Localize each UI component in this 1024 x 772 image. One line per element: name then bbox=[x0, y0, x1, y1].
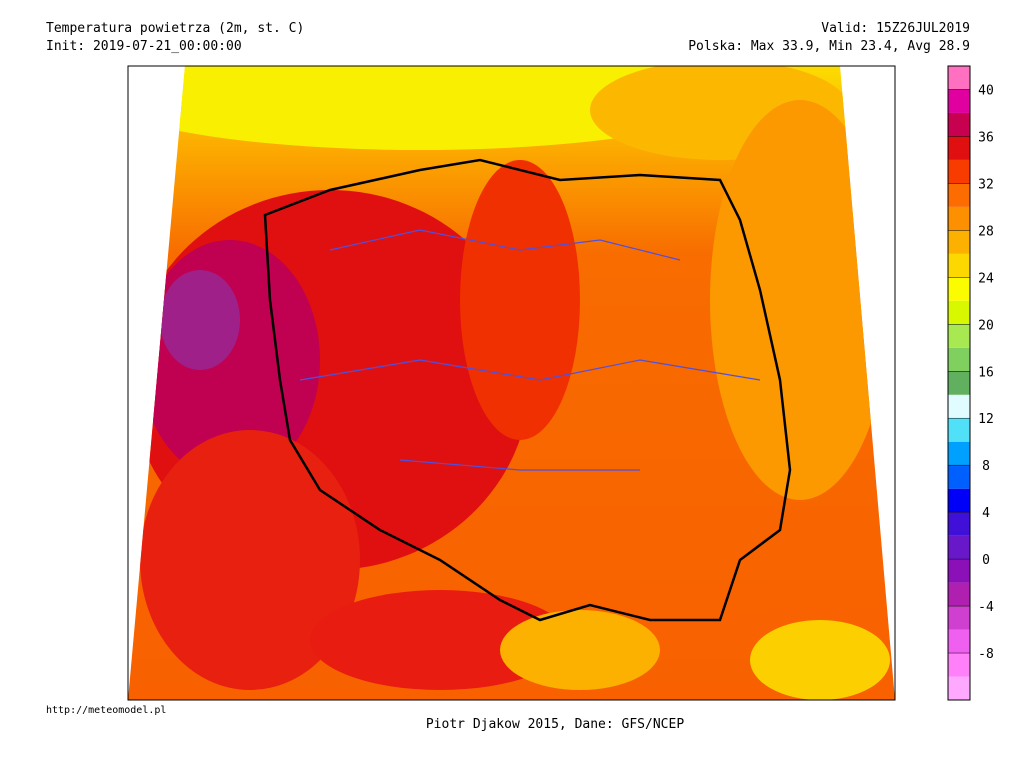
colorbar-tick-label: 28 bbox=[978, 224, 994, 239]
colorbar-segment bbox=[948, 559, 970, 583]
colorbar-segment bbox=[948, 629, 970, 654]
colorbar-segment bbox=[948, 159, 970, 184]
colorbar-segment bbox=[948, 606, 970, 630]
colorbar-segment bbox=[948, 89, 970, 113]
map bbox=[128, 66, 895, 700]
source-url: http://meteomodel.pl bbox=[46, 705, 166, 716]
colorbar-segment bbox=[948, 418, 970, 442]
country-border bbox=[263, 158, 792, 622]
colorbar-segment bbox=[948, 66, 970, 90]
stats: Polska: Max 33.9, Min 23.4, Avg 28.9 bbox=[688, 39, 970, 54]
colorbar-segment bbox=[948, 676, 970, 700]
colorbar-segment bbox=[948, 488, 970, 513]
colorbar-segment bbox=[948, 324, 970, 348]
colorbar-tick-label: -8 bbox=[978, 647, 994, 662]
valid-time: Valid: 15Z26JUL2019 bbox=[821, 21, 970, 36]
colorbar-segment bbox=[948, 394, 970, 419]
colorbar-segment bbox=[948, 582, 970, 607]
colorbar-segment bbox=[948, 441, 970, 466]
colorbar-segment bbox=[948, 206, 970, 231]
colorbar-tick-label: -4 bbox=[978, 600, 994, 615]
colorbar-segment bbox=[948, 512, 970, 536]
colorbar-segment bbox=[948, 371, 970, 395]
colorbar-segment bbox=[948, 230, 970, 254]
init-time: Init: 2019-07-21_00:00:00 bbox=[46, 39, 242, 54]
colorbar-segment bbox=[948, 112, 970, 137]
map-frame bbox=[127, 65, 896, 701]
colorbar-segment bbox=[948, 535, 970, 560]
credit: Piotr Djakow 2015, Dane: GFS/NCEP bbox=[426, 717, 684, 732]
rivers bbox=[299, 229, 761, 471]
colorbar-segment bbox=[948, 300, 970, 325]
colorbar-tick-label: 36 bbox=[978, 130, 994, 145]
colorbar-tick-label: 12 bbox=[978, 412, 994, 427]
colorbar-segment bbox=[948, 136, 970, 160]
colorbar-tick-label: 16 bbox=[978, 365, 994, 380]
colorbar-tick-label: 0 bbox=[982, 553, 990, 568]
colorbar-frame bbox=[947, 65, 971, 701]
colorbar-segment bbox=[948, 653, 970, 677]
colorbar-segment bbox=[948, 277, 970, 301]
colorbar-tick-label: 24 bbox=[978, 271, 994, 286]
colorbar-segment bbox=[948, 347, 970, 372]
colorbar-segment bbox=[948, 465, 970, 489]
title: Temperatura powietrza (2m, st. C) bbox=[46, 21, 304, 36]
colorbar-segment bbox=[948, 253, 970, 278]
colorbar-tick-label: 40 bbox=[978, 83, 994, 98]
colorbar-tick-label: 8 bbox=[982, 459, 990, 474]
colorbar-segment bbox=[948, 183, 970, 207]
colorbar-tick-label: 20 bbox=[978, 318, 994, 333]
colorbar-tick-label: 32 bbox=[978, 177, 994, 192]
colorbar-tick-label: 4 bbox=[982, 506, 990, 521]
